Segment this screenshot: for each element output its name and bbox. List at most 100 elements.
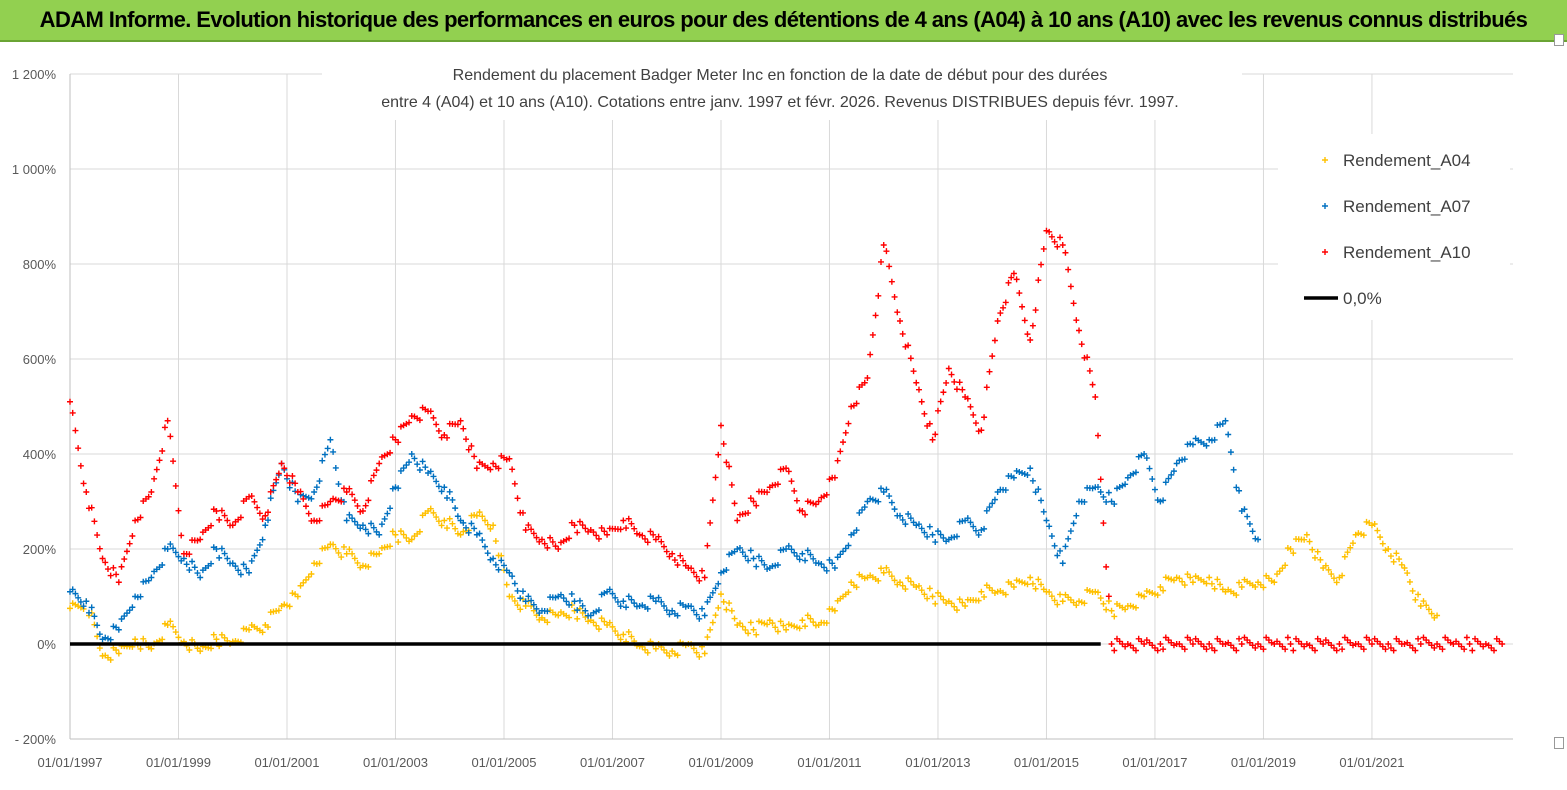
data-point: [495, 566, 502, 573]
data-point: [845, 589, 852, 596]
data-point: [970, 523, 977, 530]
data-point: [582, 525, 589, 532]
data-point: [430, 509, 437, 516]
data-point: [924, 533, 931, 540]
data-point: [311, 560, 318, 567]
data-point: [666, 553, 673, 560]
data-point: [1222, 417, 1229, 424]
data-point: [1048, 233, 1055, 240]
data-point: [878, 258, 885, 265]
data-point: [829, 560, 836, 567]
data-point: [392, 484, 399, 491]
data-point: [1046, 589, 1053, 596]
data-point: [498, 557, 505, 564]
data-point: [614, 632, 621, 639]
data-point: [1013, 467, 1020, 474]
data-point: [126, 540, 133, 547]
data-point: [444, 525, 451, 532]
data-point: [159, 562, 166, 568]
data-point: [1070, 300, 1077, 307]
data-point: [815, 560, 822, 567]
data-point: [1073, 317, 1080, 324]
x-tick-label: 01/01/1999: [146, 755, 211, 770]
legend-box: [1278, 134, 1510, 320]
data-point: [663, 548, 670, 555]
data-point: [265, 517, 272, 524]
data-point: [755, 553, 762, 560]
data-point: [717, 591, 724, 598]
data-point: [1173, 574, 1180, 581]
data-point: [1013, 276, 1020, 283]
data-point: [265, 509, 272, 516]
data-point: [696, 577, 703, 584]
data-point: [1336, 641, 1343, 647]
data-point: [113, 571, 120, 578]
data-point: [148, 489, 155, 495]
data-point: [1073, 512, 1080, 519]
data-point: [538, 536, 545, 543]
data-point: [1325, 566, 1332, 573]
data-point: [530, 530, 537, 537]
data-point: [926, 420, 933, 427]
data-point: [1255, 536, 1262, 543]
data-point: [175, 507, 182, 514]
data-point: [487, 556, 494, 563]
data-point: [1084, 587, 1091, 593]
data-point: [1309, 546, 1316, 553]
data-point: [118, 563, 125, 570]
data-point: [72, 427, 79, 434]
data-point: [170, 458, 177, 465]
data-point: [1211, 436, 1218, 443]
data-point: [525, 522, 532, 529]
data-point: [395, 539, 402, 546]
data-point: [837, 551, 844, 558]
data-point: [1040, 508, 1047, 515]
data-point: [869, 331, 876, 338]
data-point: [745, 510, 752, 517]
data-point: [688, 603, 695, 610]
data-point: [481, 543, 488, 550]
data-point: [1320, 641, 1327, 647]
data-point: [804, 498, 811, 505]
resize-handle-bottom: [1554, 737, 1564, 749]
data-point: [1290, 647, 1297, 654]
data-point: [886, 569, 893, 576]
data-point: [628, 520, 635, 527]
data-point: [1046, 228, 1053, 235]
data-point: [720, 598, 727, 605]
data-point: [774, 481, 781, 488]
data-point: [262, 512, 269, 519]
data-point: [229, 560, 236, 567]
data-point: [197, 574, 204, 581]
data-point: [427, 505, 434, 512]
data-point: [449, 520, 456, 527]
data-point: [544, 619, 551, 626]
data-point: [454, 513, 461, 520]
data-point: [861, 379, 868, 386]
data-point: [1246, 520, 1253, 527]
data-point: [617, 526, 624, 533]
data-point: [723, 567, 730, 574]
data-point: [1311, 647, 1318, 654]
data-point: [302, 503, 309, 510]
data-point: [807, 615, 814, 622]
data-point: [601, 528, 608, 535]
data-point: [1048, 533, 1055, 540]
data-point: [1233, 592, 1240, 599]
data-point: [297, 582, 304, 589]
data-point: [1431, 644, 1438, 651]
data-point: [1043, 517, 1050, 524]
data-point: [658, 538, 665, 545]
data-point: [283, 602, 290, 609]
data-point: [533, 534, 540, 541]
data-point: [1097, 595, 1104, 602]
data-point: [330, 541, 337, 548]
data-point: [1328, 571, 1335, 578]
data-point: [416, 467, 423, 473]
data-point: [354, 521, 361, 528]
data-point: [240, 561, 247, 568]
data-point: [349, 550, 356, 557]
data-point: [224, 517, 231, 524]
data-point: [579, 602, 586, 609]
data-point: [1249, 528, 1256, 535]
